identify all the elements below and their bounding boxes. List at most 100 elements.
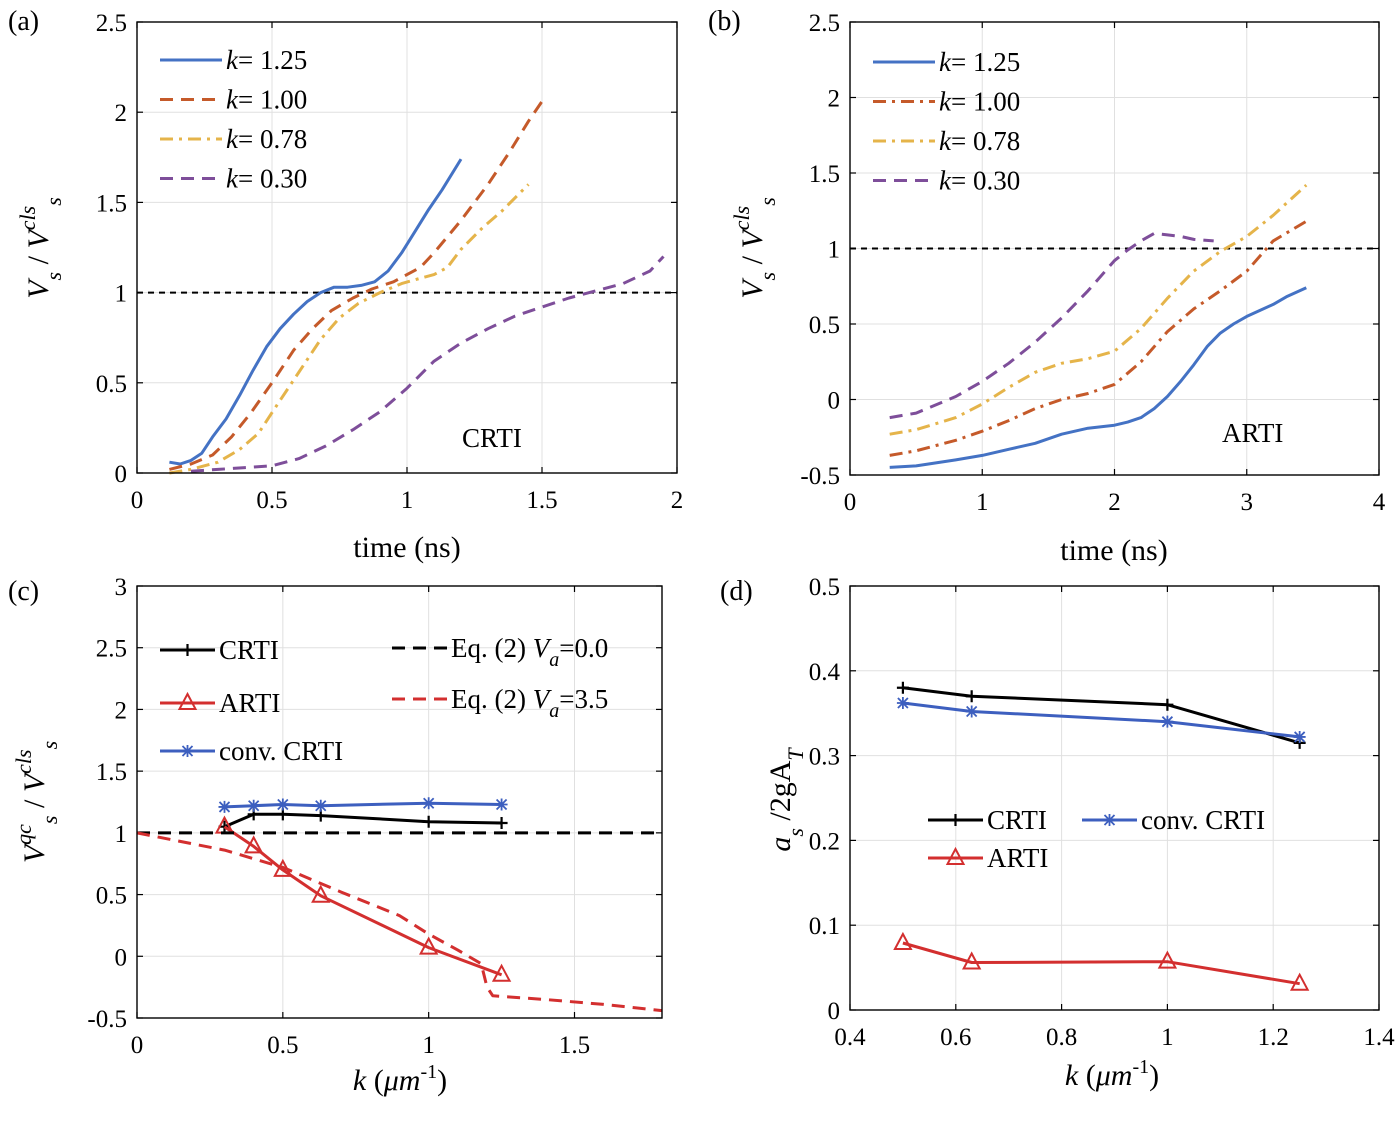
x-tick-label: 1.2 — [1258, 1024, 1289, 1051]
legend-label-1: k= 1.00 — [226, 85, 307, 115]
y-axis-var-sub: s — [41, 272, 66, 281]
data-point-2-2 — [1157, 950, 1178, 969]
y-tick-label: 0.5 — [96, 883, 127, 910]
x-tick-label: 3 — [1241, 489, 1254, 516]
y-tick-label: 0.2 — [809, 828, 840, 855]
legend-text: Eq. (2) — [451, 684, 533, 714]
x-axis-unit-close: ) — [1149, 1059, 1159, 1092]
series-line-0 — [902, 686, 1301, 745]
legend-val: = 1.25 — [238, 45, 307, 75]
legend-label-3: k= 0.30 — [939, 166, 1020, 196]
panel-annotation: CRTI — [462, 423, 522, 453]
legend-label-3: k= 0.30 — [226, 164, 307, 194]
x-tick-label: 1 — [401, 487, 414, 514]
data-point-0-0 — [896, 681, 909, 694]
y-axis-var-sub: s — [755, 272, 780, 281]
legend-var: k — [226, 164, 239, 194]
legend-label-1: ARTI — [219, 688, 280, 718]
x-axis-unit-open: ( — [1078, 1059, 1096, 1092]
y-axis-sep: / — [18, 792, 51, 815]
panel-3: 0.4 0.6 0.8 1 1.2 1.4 0 0.1 0.2 0.3 0.4 0.5 (d) k (μm… — [720, 574, 1395, 1092]
legend-var: k — [939, 87, 952, 117]
legend-val: =3.5 — [559, 684, 608, 714]
data-point-1-1 — [965, 705, 978, 718]
legend-label-1: k= 1.00 — [939, 87, 1020, 117]
x-tick-label: 2 — [671, 487, 684, 514]
legend-val: = 0.78 — [238, 124, 307, 154]
legend-marker-2 — [945, 846, 966, 865]
legend-val: = 0.30 — [238, 164, 307, 194]
x-axis-unit-sup: -1 — [1132, 1056, 1149, 1078]
legend-var: k — [226, 45, 239, 75]
y-tick-label: -0.5 — [800, 463, 840, 490]
series-line-1 — [889, 220, 1308, 457]
x-axis-var: k — [1065, 1059, 1079, 1092]
y-tick-label: 0.3 — [809, 744, 840, 771]
legend-val: = 1.25 — [951, 47, 1020, 77]
series-line-0 — [223, 812, 502, 829]
y-axis-label: Vs / Vclss — [15, 197, 66, 299]
series-line-2 — [889, 183, 1308, 436]
panel-label: (d) — [720, 576, 753, 607]
legend-val: = 0.78 — [951, 126, 1020, 156]
y-tick-label: 1 — [828, 237, 841, 264]
x-axis-unit-sup: -1 — [420, 1061, 437, 1083]
x-tick-label: 0.4 — [834, 1024, 866, 1051]
legend-label-3: Eq. (2) Va=0.0 — [451, 633, 608, 671]
y-axis-label: as /2gAT — [764, 747, 808, 852]
y-axis-var-sup: qc — [11, 824, 36, 845]
y-tick-label: 0.1 — [809, 913, 840, 940]
legend-label-2: conv. CRTI — [219, 736, 343, 766]
plot-frame — [136, 21, 678, 474]
data-point-2-3 — [314, 799, 327, 812]
data-point-0-2 — [1161, 698, 1174, 711]
legend-marker-0 — [181, 644, 194, 656]
y-tick-label: 0.4 — [809, 659, 841, 686]
x-tick-label: 1.5 — [559, 1032, 590, 1059]
legend-label-0: k= 1.25 — [226, 45, 307, 75]
data-point-2-0 — [893, 931, 913, 951]
x-axis-label: time (ns) — [353, 531, 460, 564]
legend: CRTI conv. CRTI ARTI — [928, 805, 1265, 873]
legend-var: V — [533, 684, 553, 714]
x-tick-label: 4 — [1373, 489, 1386, 516]
plot-area — [850, 586, 1379, 1010]
data-point-1-0 — [896, 697, 909, 710]
series-line-2 — [902, 941, 1300, 986]
x-tick-label: 1.5 — [526, 487, 557, 514]
y-tick-label: 0 — [828, 998, 841, 1025]
legend-var: k — [939, 166, 952, 196]
y-tick-label: 0.5 — [809, 574, 840, 601]
panel-2: 0 0.5 1 1.5-0.500.511.522.53(c)k (μm-1)Vqcs… — [8, 574, 663, 1097]
series-line-3 — [889, 231, 1214, 420]
y-tick-label: 3 — [115, 574, 128, 601]
y-tick-label: 2 — [115, 100, 128, 127]
legend-marker-1 — [177, 691, 198, 710]
series-line-1 — [169, 100, 544, 471]
legend-label-0: CRTI — [219, 635, 279, 665]
legend-marker-1 — [1103, 814, 1116, 826]
legend-sub: a — [549, 700, 559, 722]
y-axis-ref-sub: s — [37, 741, 62, 750]
y-axis-rest-sub: T — [783, 747, 808, 761]
x-tick-label: 1 — [976, 489, 989, 516]
y-tick-label: 2.5 — [96, 10, 127, 37]
x-tick-label: 0 — [131, 1032, 144, 1059]
x-tick-label: 0.5 — [267, 1032, 298, 1059]
legend-var: V — [533, 633, 553, 663]
series-line-4 — [136, 831, 663, 1013]
data-point-2-0 — [218, 800, 231, 813]
panel-label: (c) — [8, 576, 39, 607]
legend-val: = 0.30 — [951, 166, 1020, 196]
series-line-0 — [889, 286, 1307, 469]
y-axis-label: Vqcs / Vclss — [11, 741, 62, 863]
panel-annotation: ARTI — [1222, 418, 1283, 448]
legend: k= 1.25k= 1.00k= 0.78k= 0.30 — [160, 45, 307, 194]
y-tick-label: 0 — [828, 388, 841, 415]
y-axis-ref-sup: cls — [729, 206, 754, 230]
y-tick-label: 2 — [828, 86, 841, 113]
y-axis-ref-sup: cls — [11, 749, 36, 773]
series-line-0 — [169, 158, 463, 466]
